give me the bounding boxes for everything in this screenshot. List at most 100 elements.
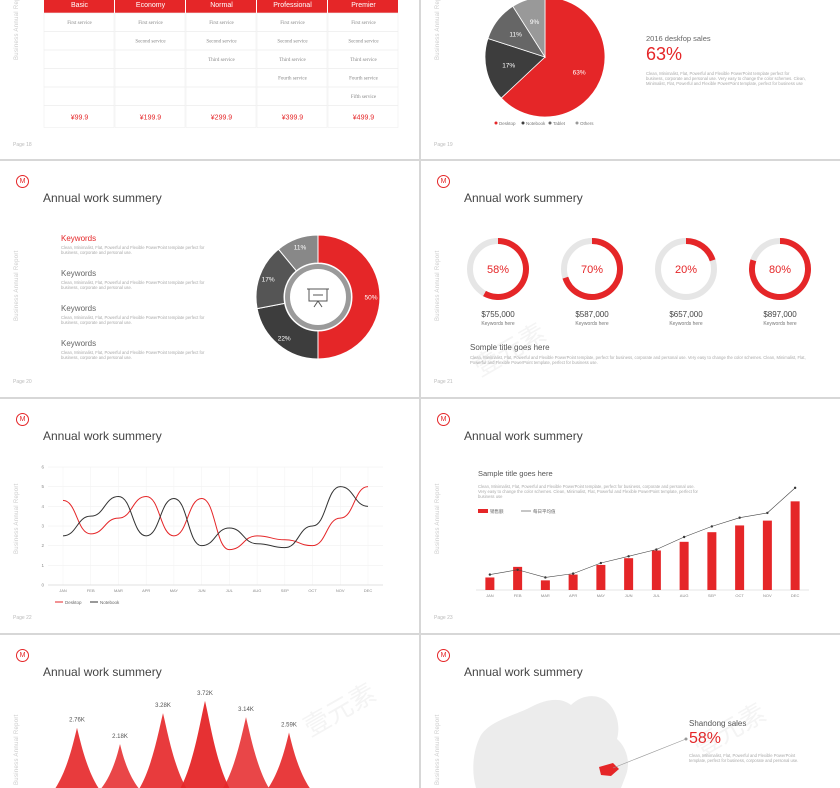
presentation-icon: [307, 288, 329, 308]
y-tick-label: 1: [41, 563, 44, 568]
table-cell: [185, 86, 257, 106]
page-number: Page 19: [434, 142, 453, 148]
area-chart-slide: M Annual work summery Business Annual Re…: [0, 635, 419, 788]
pie-label: 9%: [530, 19, 540, 26]
ring-percent: 20%: [675, 264, 697, 276]
plan-name: Normal: [210, 2, 233, 9]
desktop-sales-pie: 63% 17% 11% 9% Desktop Notebook Tablet Others: [484, 0, 606, 126]
progress-rings: 58% $755,000 Keywords here 70% $587,000 Keywo…: [467, 238, 811, 327]
region-value: 58%: [689, 730, 722, 747]
logo-icon: M: [437, 413, 450, 426]
pie-slide: Business Annual Report 63% 17% 11% 9% Deskto…: [421, 0, 840, 159]
pie-label: 63%: [573, 69, 586, 76]
x-tick-label: MAY: [170, 588, 179, 593]
y-tick-label: 4: [41, 504, 44, 509]
donut-slice: [277, 234, 319, 272]
logo-icon: M: [16, 649, 29, 662]
logo-icon: M: [16, 175, 29, 188]
plan-price: ¥399.9: [282, 115, 304, 122]
bar: [540, 580, 550, 590]
y-tick-label: 3: [41, 524, 44, 529]
keywords-slide: M Annual work summery Business Annual Re…: [0, 161, 419, 397]
price-cell: [327, 105, 399, 128]
service-item: First service: [67, 21, 92, 26]
vertical-label: Business Annual Report: [14, 714, 20, 785]
pie-value: 63%: [646, 44, 683, 64]
pie-label: 17%: [502, 63, 515, 70]
ring-percent: 70%: [581, 264, 603, 276]
keyword-title: Keywords: [61, 339, 97, 348]
callout-dot: [684, 737, 688, 741]
keyword-desc: Clean, Minimalist, Flat, Powerful and Fl…: [61, 245, 205, 255]
vertical-label: Business Annual Report: [435, 0, 441, 60]
donut-label: 11%: [294, 245, 307, 252]
bar: [679, 541, 689, 590]
legend-label: 销售额: [490, 508, 504, 515]
x-tick-label: MAR: [541, 593, 550, 598]
plan-header: [257, 0, 327, 13]
donut-label: 22%: [278, 335, 291, 342]
pricing-table: Basic First service ¥99.9 Economy First serv…: [43, 0, 399, 128]
peak-label: 2.59K: [281, 722, 297, 728]
bar: [651, 550, 661, 590]
service-item: First service: [280, 21, 305, 26]
line-series: [62, 486, 369, 551]
pie-subtitle: 2016 deskfop sales: [646, 34, 711, 43]
rings-slide: M Annual work summery Business Annual Re…: [421, 161, 840, 397]
keywords-donut: 50% 22% 17% 11%: [255, 234, 381, 360]
ring-label: Keywords here: [481, 321, 515, 327]
x-tick-label: JAN: [486, 593, 494, 598]
x-tick-label: DEC: [791, 593, 800, 598]
line-series: [62, 486, 369, 549]
ring-label: Keywords here: [763, 321, 797, 327]
y-tick-label: 5: [41, 484, 44, 489]
service-item: Second service: [206, 40, 237, 45]
bar: [513, 566, 523, 590]
plan-price: ¥199.9: [140, 115, 162, 122]
table-cell: [185, 68, 257, 88]
service-item: Second service: [135, 40, 166, 45]
donut-center: [290, 269, 346, 325]
keyword-list: Keywords Clean, Minimalist, Flat, Powerf…: [61, 234, 211, 374]
plan-price: ¥299.9: [211, 115, 233, 122]
legend-label: 每日平均值: [533, 508, 556, 515]
y-tick-label: 6: [41, 465, 44, 470]
service-item: Third service: [208, 58, 235, 63]
table-cell: [43, 86, 115, 106]
table-cell: [114, 49, 186, 69]
keyword-desc: Clean, Minimalist, Flat, Powerful and Fl…: [61, 280, 205, 290]
logo-icon: M: [16, 413, 29, 426]
service-item: Third service: [350, 58, 377, 63]
legend-marker: [521, 121, 525, 125]
average-line: [489, 487, 796, 578]
peak-label: 3.28K: [155, 703, 171, 709]
x-tick-label: AUG: [253, 588, 262, 593]
vertical-label: Business Annual Report: [435, 483, 441, 554]
area-peak: [101, 743, 139, 788]
bar-chart-slide: M Annual work summery Business Annual Re…: [421, 399, 840, 633]
logo-icon: M: [437, 649, 450, 662]
service-item: First service: [138, 21, 163, 26]
plan-price: ¥99.9: [71, 115, 89, 122]
keyword-item: Keywords Clean, Minimalist, Flat, Powerf…: [61, 269, 211, 304]
slide-title: Annual work summery: [43, 429, 162, 443]
pie-label: 11%: [509, 32, 522, 39]
ring-amount: $755,000: [481, 310, 515, 319]
price-cell: [114, 105, 186, 128]
keyword-desc: Clean, Minimalist, Flat, Powerful and Fl…: [61, 315, 205, 325]
x-tick-label: JUL: [226, 588, 234, 593]
plan-header: [186, 0, 256, 13]
donut-slice: [317, 234, 381, 360]
slide-title: Annual work summery: [464, 429, 583, 443]
x-tick-label: JUN: [625, 593, 633, 598]
line-chart: 0 1 2 3 4 5 6 JAN FEB MAR APR MAY JUN JUL AUG SEP OCT NOV…: [41, 465, 383, 605]
ring-amount: $587,000: [575, 310, 609, 319]
table-cell: [43, 68, 115, 88]
plan-name: Economy: [136, 2, 166, 9]
x-tick-label: AUG: [680, 593, 689, 598]
donut-label: 17%: [262, 277, 275, 284]
legend-marker: [548, 121, 552, 125]
area-peak: [139, 713, 187, 788]
ring-label: Keywords here: [669, 321, 703, 327]
bar: [624, 558, 634, 590]
